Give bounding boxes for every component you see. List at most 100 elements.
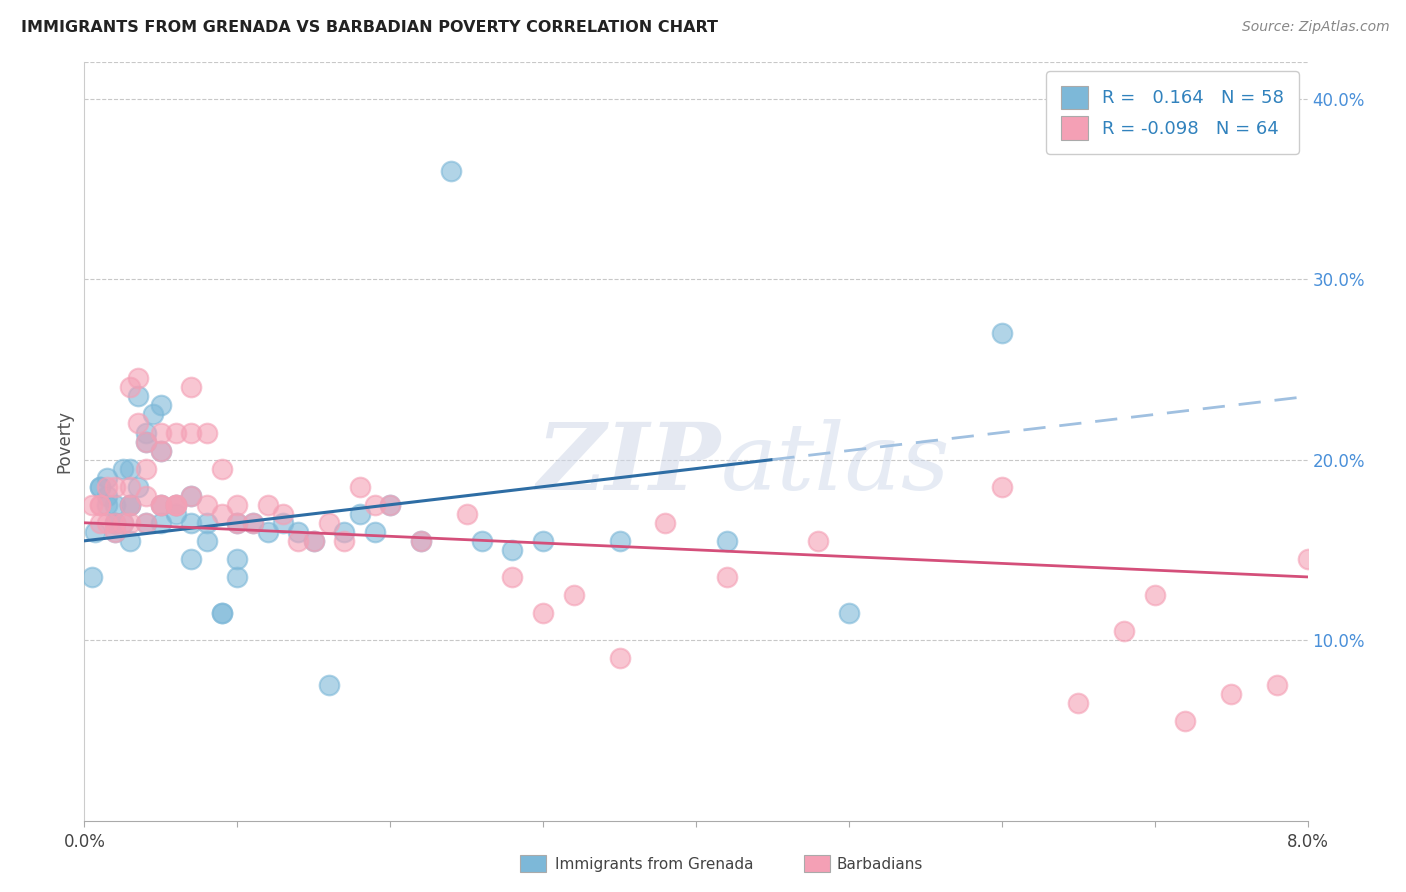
- Point: [165, 425, 187, 440]
- Point: [242, 516, 264, 530]
- Point: [120, 380, 142, 394]
- Point: [165, 498, 187, 512]
- Point: [149, 498, 172, 512]
- Point: [149, 425, 172, 440]
- Text: Immigrants from Grenada: Immigrants from Grenada: [555, 857, 754, 872]
- Point: [242, 516, 264, 530]
- Point: [165, 498, 187, 512]
- Point: [531, 606, 554, 620]
- Point: [211, 606, 233, 620]
- Point: [96, 470, 118, 484]
- Point: [120, 480, 142, 494]
- Point: [1067, 696, 1090, 710]
- Point: [80, 498, 103, 512]
- Point: [609, 533, 631, 548]
- Point: [135, 461, 157, 475]
- Point: [380, 498, 402, 512]
- Point: [364, 498, 387, 512]
- Point: [104, 524, 127, 539]
- Point: [89, 498, 111, 512]
- Point: [1143, 588, 1166, 602]
- Point: [149, 443, 172, 458]
- Point: [165, 498, 187, 512]
- Point: [502, 570, 524, 584]
- Point: [89, 498, 111, 512]
- Point: [502, 542, 524, 557]
- Point: [180, 425, 202, 440]
- Point: [1114, 624, 1136, 639]
- Point: [716, 533, 738, 548]
- Point: [562, 588, 585, 602]
- Point: [257, 524, 280, 539]
- Point: [96, 498, 118, 512]
- Text: Source: ZipAtlas.com: Source: ZipAtlas.com: [1241, 20, 1389, 34]
- Text: atlas: atlas: [720, 419, 950, 509]
- Point: [104, 516, 127, 530]
- Point: [96, 480, 118, 494]
- Point: [149, 498, 172, 512]
- Point: [409, 533, 432, 548]
- Point: [287, 524, 309, 539]
- Point: [165, 507, 187, 521]
- Point: [120, 498, 142, 512]
- Point: [226, 516, 249, 530]
- Point: [991, 480, 1014, 494]
- Text: ZIP: ZIP: [536, 419, 720, 509]
- Point: [111, 516, 134, 530]
- Point: [991, 326, 1014, 341]
- Point: [135, 425, 157, 440]
- Point: [84, 524, 107, 539]
- Point: [80, 570, 103, 584]
- Point: [135, 434, 157, 449]
- Point: [333, 533, 356, 548]
- Point: [1265, 678, 1288, 692]
- Legend: R =   0.164   N = 58, R = -0.098   N = 64: R = 0.164 N = 58, R = -0.098 N = 64: [1046, 71, 1299, 154]
- Point: [257, 498, 280, 512]
- Point: [211, 461, 233, 475]
- Point: [349, 480, 371, 494]
- Point: [120, 461, 142, 475]
- Point: [149, 399, 172, 413]
- Point: [838, 606, 860, 620]
- Point: [364, 524, 387, 539]
- Point: [287, 533, 309, 548]
- Point: [104, 516, 127, 530]
- Point: [180, 489, 202, 503]
- Point: [471, 533, 494, 548]
- Point: [1220, 687, 1243, 701]
- Point: [135, 516, 157, 530]
- Text: IMMIGRANTS FROM GRENADA VS BARBADIAN POVERTY CORRELATION CHART: IMMIGRANTS FROM GRENADA VS BARBADIAN POV…: [21, 20, 718, 35]
- Point: [120, 498, 142, 512]
- Point: [180, 489, 202, 503]
- Point: [149, 516, 172, 530]
- Point: [195, 516, 218, 530]
- Point: [104, 480, 127, 494]
- Point: [716, 570, 738, 584]
- Point: [127, 371, 149, 385]
- Point: [127, 389, 149, 403]
- Y-axis label: Poverty: Poverty: [55, 410, 73, 473]
- Point: [127, 480, 149, 494]
- Point: [226, 498, 249, 512]
- Point: [180, 552, 202, 566]
- Point: [531, 533, 554, 548]
- Point: [226, 516, 249, 530]
- Point: [120, 498, 142, 512]
- Point: [440, 163, 463, 178]
- Point: [1174, 714, 1197, 729]
- Point: [120, 516, 142, 530]
- Point: [302, 533, 325, 548]
- Point: [226, 570, 249, 584]
- Point: [135, 489, 157, 503]
- Point: [111, 516, 134, 530]
- Point: [654, 516, 676, 530]
- Point: [456, 507, 478, 521]
- Point: [104, 524, 127, 539]
- Point: [271, 507, 294, 521]
- Point: [104, 498, 127, 512]
- Point: [111, 461, 134, 475]
- Point: [104, 516, 127, 530]
- Point: [149, 443, 172, 458]
- Point: [807, 533, 830, 548]
- Point: [135, 516, 157, 530]
